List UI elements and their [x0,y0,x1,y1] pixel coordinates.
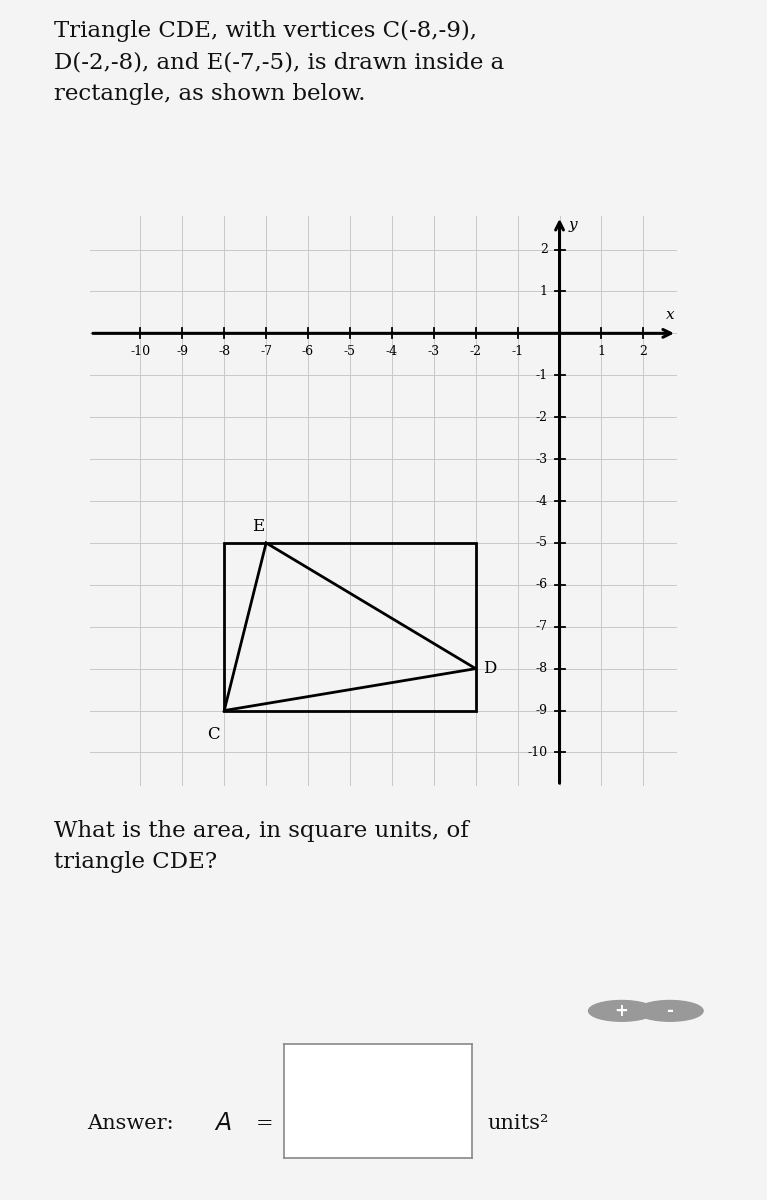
Text: -3: -3 [535,452,548,466]
Text: +: + [614,1002,629,1020]
Text: -5: -5 [536,536,548,550]
Text: -5: -5 [344,346,356,358]
Text: Answer:: Answer: [87,1114,173,1133]
Text: -10: -10 [528,746,548,758]
Text: x: x [667,307,675,322]
Text: E: E [252,518,264,535]
Text: -8: -8 [535,662,548,676]
Text: -: - [667,1002,673,1020]
Text: -2: -2 [469,346,482,358]
Text: -10: -10 [130,346,150,358]
Text: -1: -1 [535,368,548,382]
Text: units²: units² [487,1114,548,1133]
Text: =: = [256,1114,273,1133]
Text: -4: -4 [535,494,548,508]
Text: $\mathit{A}$: $\mathit{A}$ [215,1111,232,1135]
Text: 1: 1 [597,346,605,358]
Text: -9: -9 [176,346,189,358]
Text: 1: 1 [540,284,548,298]
Text: y: y [569,218,578,232]
Text: -2: -2 [536,410,548,424]
Text: -7: -7 [260,346,272,358]
Text: -8: -8 [218,346,230,358]
Text: What is the area, in square units, of
triangle CDE?: What is the area, in square units, of tr… [54,820,469,872]
Text: -6: -6 [302,346,314,358]
Text: C: C [207,726,220,744]
Text: -7: -7 [536,620,548,634]
Circle shape [637,1001,703,1021]
Text: -3: -3 [428,346,439,358]
Text: D: D [483,660,496,677]
Text: -4: -4 [386,346,398,358]
Text: -6: -6 [535,578,548,592]
Text: 2: 2 [540,244,548,256]
Text: 2: 2 [640,346,647,358]
Text: Triangle CDE, with vertices C(-8,-9),
D(-2,-8), and E(-7,-5), is drawn inside a
: Triangle CDE, with vertices C(-8,-9), D(… [54,20,504,106]
Circle shape [588,1001,655,1021]
Text: -1: -1 [512,346,524,358]
Text: -9: -9 [536,704,548,718]
